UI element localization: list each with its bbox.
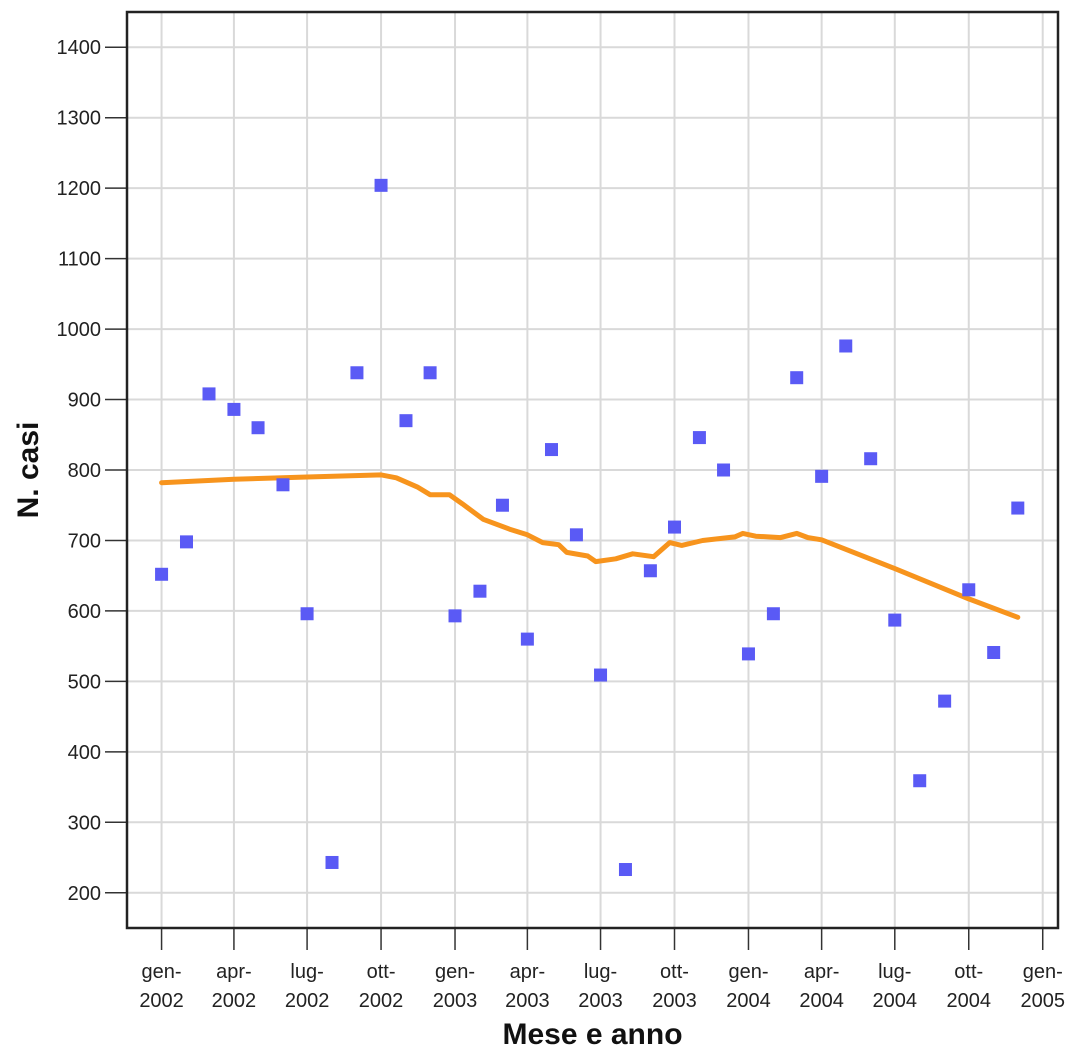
x-tick-label-year: 2002 [212, 990, 257, 1012]
data-point [251, 421, 265, 435]
y-tick-label: 1400 [57, 37, 102, 59]
x-tick-label-year: 2004 [873, 990, 918, 1012]
data-point [938, 694, 952, 708]
data-point [839, 339, 853, 353]
y-tick-label: 200 [68, 883, 101, 905]
x-tick-label-month: gen- [142, 961, 182, 983]
data-point [300, 607, 314, 621]
data-point [692, 431, 706, 445]
data-point [790, 371, 804, 385]
x-tick-label-year: 2004 [726, 990, 771, 1012]
y-tick-label: 1300 [57, 108, 102, 130]
x-tick-label-year: 2005 [1020, 990, 1065, 1012]
data-point [987, 645, 1001, 659]
data-point [594, 668, 608, 682]
y-tick-label: 500 [68, 671, 101, 693]
data-point [495, 498, 509, 512]
x-tick-label: ott- 2002 [359, 961, 404, 1012]
x-tick-label: ott- 2003 [652, 961, 697, 1012]
tick-labels: 200 300 400 500 600 700 800 900 1000 1100 1200 1300… [57, 37, 1065, 1012]
y-tick-label: 400 [68, 742, 101, 764]
data-point [202, 387, 216, 401]
x-tick-label: gen- 2003 [433, 961, 478, 1012]
data-point [1011, 501, 1025, 515]
x-tick-label: gen- 2005 [1020, 961, 1065, 1012]
x-tick-label: apr- 2003 [505, 961, 550, 1012]
y-tick-label: 1000 [57, 319, 102, 341]
y-tick-label: 1100 [58, 249, 101, 271]
x-tick-label-month: lug- [290, 961, 323, 983]
x-tick-label-year: 2002 [139, 990, 184, 1012]
data-point [618, 863, 632, 877]
data-point [227, 402, 241, 416]
x-axis-title: Mese e anno [502, 1018, 682, 1049]
data-point [888, 613, 902, 627]
y-tick-label: 800 [68, 460, 101, 482]
data-point [423, 366, 437, 380]
x-tick-label-month: apr- [804, 961, 840, 983]
data-point [766, 607, 780, 621]
grid [127, 12, 1058, 928]
data-point [350, 366, 364, 380]
x-tick-label-month: lug- [878, 961, 911, 983]
data-point [473, 584, 487, 598]
x-tick-label-month: gen- [435, 961, 475, 983]
x-tick-label: lug- 2003 [578, 961, 623, 1012]
data-point [717, 463, 731, 477]
y-tick-label: 300 [68, 812, 101, 834]
y-tick-label: 1200 [57, 178, 102, 200]
data-point [569, 528, 583, 542]
x-tick-label-month: apr- [216, 961, 252, 983]
data-point [864, 452, 878, 466]
data-point [643, 564, 657, 578]
x-tick-label-month: gen- [728, 961, 768, 983]
data-point [374, 178, 388, 192]
x-tick-label: gen- 2002 [139, 961, 184, 1012]
data-point [741, 647, 755, 661]
x-tick-label-month: ott- [660, 961, 689, 983]
y-tick-label: 700 [68, 530, 101, 552]
y-tick-label: 900 [68, 390, 101, 412]
x-tick-label-year: 2003 [433, 990, 478, 1012]
x-tick-label-year: 2003 [578, 990, 623, 1012]
data-point [815, 469, 829, 483]
y-tick-label: 600 [68, 601, 101, 623]
x-tick-label: lug- 2002 [285, 961, 330, 1012]
x-tick-label-month: gen- [1023, 961, 1063, 983]
plot-frame [125, 10, 1060, 930]
data-point [448, 609, 462, 623]
x-tick-label-month: ott- [367, 961, 396, 983]
x-tick-label: lug- 2004 [873, 961, 918, 1012]
data-point [155, 567, 169, 581]
data-point [276, 478, 290, 492]
data-point [913, 774, 927, 788]
x-tick-label-year: 2003 [652, 990, 697, 1012]
fit-line-layer [159, 472, 1021, 620]
x-tick-label-year: 2002 [359, 990, 404, 1012]
x-tick-label-year: 2003 [505, 990, 550, 1012]
x-tick-label-month: apr- [510, 961, 546, 983]
data-point [399, 414, 413, 428]
x-tick-label: apr- 2002 [212, 961, 257, 1012]
fit-line [159, 472, 1021, 620]
x-tick-label: ott- 2004 [947, 961, 992, 1012]
data-point [668, 520, 682, 534]
scatter-points [155, 178, 1025, 877]
x-tick-label-year: 2004 [799, 990, 844, 1012]
x-tick-label-year: 2002 [285, 990, 330, 1012]
data-point [544, 443, 558, 457]
data-point [962, 583, 976, 597]
data-point [520, 632, 534, 646]
data-point [325, 855, 339, 869]
x-tick-label-month: lug- [584, 961, 617, 983]
data-point [179, 535, 193, 549]
axis-ticks [105, 46, 1044, 950]
y-axis-title: N. casi [12, 422, 45, 519]
x-tick-label: apr- 2004 [799, 961, 844, 1012]
x-tick-label: gen- 2004 [726, 961, 771, 1012]
x-tick-label-year: 2004 [947, 990, 992, 1012]
x-tick-label-month: ott- [954, 961, 983, 983]
